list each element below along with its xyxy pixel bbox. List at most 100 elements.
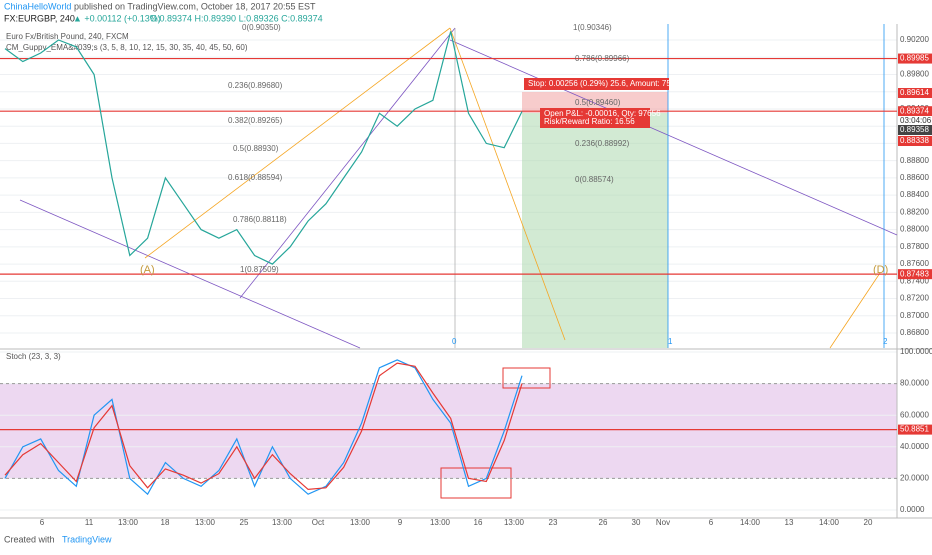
annotation: 1 [668,337,673,346]
annotation: 0.618(0.88594) [228,173,283,182]
annotation: 0.5(0.89460) [575,98,621,107]
price-tag-label: 03:04:06 [900,116,932,125]
x-tick-label: 6 [40,518,45,527]
publisher[interactable]: ChinaHelloWorld [4,1,71,11]
annotation: 0.236(0.89680) [228,81,283,90]
annotation: Stop: 0.00256 (0.29%) 25.6, Amount: 750 [528,79,676,88]
stoch-title: Stoch (23, 3, 3) [6,352,61,361]
annotation: 0(0.90350) [242,23,281,32]
stop-box [524,78,669,90]
stoch-band [0,383,897,479]
y-tick-label: 100.0000 [900,347,932,356]
x-tick-label: 14:00 [740,518,761,527]
x-tick-label: 16 [474,518,483,527]
channel-line [449,39,898,236]
ohlc: O:0.89374 H:0.89390 L:0.89326 C:0.89374 [150,13,323,23]
price-tag [898,106,932,117]
price-tag [898,53,932,64]
symbol: FX:EURGBP, 240 [4,13,75,23]
pnl-box [540,108,650,128]
price-tag-label: 0.88338 [900,136,929,145]
y-tick-label: 20.0000 [900,473,929,482]
y-tick-label: 0.87800 [900,242,929,251]
x-tick-label: 30 [632,518,641,527]
annotation: 2 [883,337,888,346]
footer-brand[interactable]: TradingView [62,534,112,544]
annotation: 1(0.90346) [573,23,612,32]
series-line [4,31,523,265]
y-tick-label: 80.0000 [900,379,929,388]
x-tick-label: 18 [161,518,170,527]
pattern-line [144,27,451,259]
x-tick-label: Nov [656,518,670,527]
x-tick-label: 9 [398,518,403,527]
annotation: 0.786(0.88118) [233,215,287,224]
price-tag [898,269,932,280]
price-tag-label: 0.89374 [900,106,929,115]
price-tag [898,125,932,135]
x-tick-label: 6 [709,518,714,527]
annotation: 0.236(0.88992) [575,139,630,148]
annotation: 1(0.87509) [240,265,279,274]
x-tick-label: 25 [240,518,249,527]
published: published on TradingView.com, October 18… [74,1,316,11]
y-tick-label: 0.89800 [900,70,929,79]
change: ▲ +0.00112 (+0.13%) [73,13,161,23]
pattern-line [449,27,566,341]
highlight-box [440,467,512,499]
x-tick-label: 13:00 [504,518,525,527]
x-tick-label: 26 [599,518,608,527]
price-tag-label: 0.87483 [900,269,929,278]
channel-line [239,27,456,299]
x-tick-label: 20 [864,518,873,527]
indicator: CM_Guppy_EMA&#039;s (3, 5, 8, 10, 12, 15… [6,43,248,52]
x-tick-label: Oct [312,518,325,527]
y-tick-label: 0.88200 [900,207,929,216]
x-tick-label: 14:00 [819,518,840,527]
y-tick-label: 0.90200 [900,35,929,44]
series-line [4,362,523,491]
annotation: (D) [873,264,888,276]
annotation: 0.786(0.89966) [575,54,630,63]
x-tick-label: 13:00 [272,518,293,527]
y-tick-label: 0.87000 [900,311,929,320]
price-tag-label: 0.89614 [900,88,929,97]
y-tick-label: 0.88000 [900,225,929,234]
price-tag [898,424,932,435]
y-tick-label: 0.86800 [900,328,929,337]
y-tick-label: 60.0000 [900,410,929,419]
price-tag [898,116,932,126]
y-tick-label: 0.87200 [900,294,929,303]
price-tag-label: 50.8851 [900,425,929,434]
y-tick-label: 0.87600 [900,259,929,268]
annotation: 0(0.88574) [575,175,614,184]
x-tick-label: 13:00 [118,518,139,527]
y-tick-label: 40.0000 [900,442,929,451]
x-tick-label: 13:00 [195,518,216,527]
x-tick-label: 23 [549,518,558,527]
x-tick-label: 13:00 [430,518,451,527]
price-tag-label: 0.89985 [900,54,929,63]
annotation: 0 [452,337,457,346]
y-tick-label: 0.88600 [900,173,929,182]
stop-zone [522,92,668,113]
annotation: Risk/Reward Ratio: 16.56 [544,117,635,126]
y-tick-label: 0.0000 [900,505,925,514]
x-tick-label: 11 [85,518,94,527]
price-tag [898,136,932,146]
annotation: 0.382(0.89265) [228,116,283,125]
x-tick-label: 13:00 [350,518,371,527]
x-tick-label: 13 [785,518,794,527]
highlight-box [502,367,551,389]
footer-created: Created with [4,534,55,544]
y-tick-label: 0.87400 [900,276,929,285]
series-title: Euro Fx/British Pound, 240, FXCM [6,32,129,41]
annotation: Open P&L: -0.00016, Qty: 97656 [544,109,661,118]
y-tick-label: 0.88400 [900,190,929,199]
target-zone [522,113,668,348]
y-tick-label: 0.88800 [900,156,929,165]
price-tag [898,88,932,98]
price-tag-label: 0.89358 [900,125,929,134]
annotation: (A) [140,264,155,276]
